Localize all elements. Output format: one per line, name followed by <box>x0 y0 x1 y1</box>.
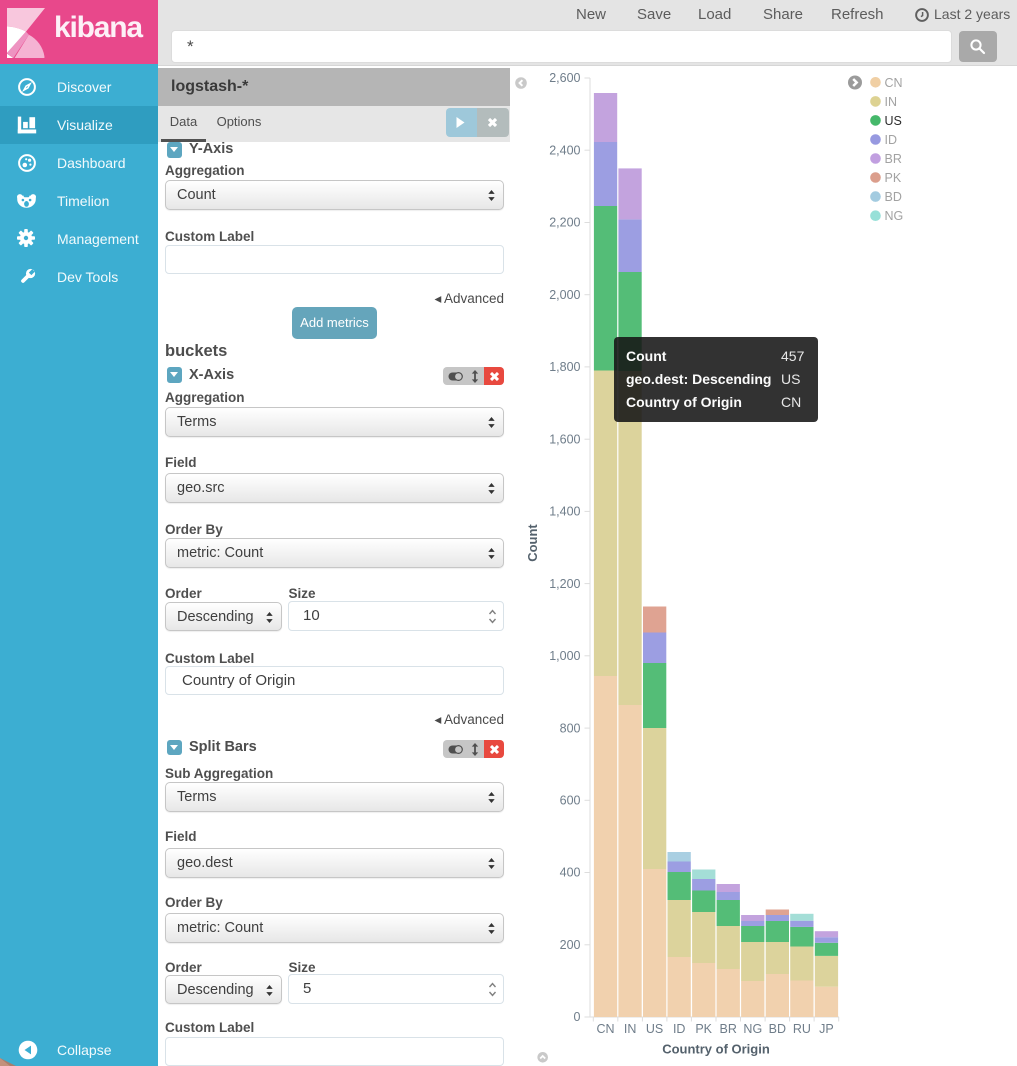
svg-text:2,400: 2,400 <box>549 143 580 157</box>
svg-text:800: 800 <box>560 721 581 735</box>
svg-text:1,800: 1,800 <box>549 360 580 374</box>
svg-text:1,000: 1,000 <box>549 649 580 663</box>
svg-text:400: 400 <box>560 866 581 880</box>
svg-text:600: 600 <box>560 794 581 808</box>
svg-text:IN: IN <box>624 1022 637 1036</box>
svg-text:2,600: 2,600 <box>549 71 580 85</box>
svg-text:BD: BD <box>769 1022 786 1036</box>
svg-text:IN: IN <box>885 95 898 109</box>
svg-text:PK: PK <box>885 171 902 185</box>
svg-text:US: US <box>885 114 902 128</box>
svg-text:BR: BR <box>885 152 902 166</box>
svg-text:200: 200 <box>560 938 581 952</box>
svg-text:ID: ID <box>673 1022 686 1036</box>
svg-text:BD: BD <box>885 190 902 204</box>
svg-text:1,200: 1,200 <box>549 577 580 591</box>
svg-text:NG: NG <box>885 209 904 223</box>
svg-text:1,400: 1,400 <box>549 505 580 519</box>
svg-text:PK: PK <box>695 1022 712 1036</box>
svg-text:CN: CN <box>596 1022 614 1036</box>
svg-text:Count: Count <box>525 524 540 562</box>
svg-text:0: 0 <box>574 1010 581 1024</box>
svg-text:Country of Origin: Country of Origin <box>662 1042 770 1057</box>
svg-text:RU: RU <box>793 1022 811 1036</box>
svg-text:CN: CN <box>885 76 903 90</box>
svg-text:NG: NG <box>743 1022 762 1036</box>
svg-text:BR: BR <box>720 1022 737 1036</box>
svg-text:1,600: 1,600 <box>549 432 580 446</box>
svg-text:US: US <box>646 1022 663 1036</box>
svg-text:JP: JP <box>819 1022 834 1036</box>
svg-text:2,200: 2,200 <box>549 216 580 230</box>
svg-text:ID: ID <box>885 133 898 147</box>
svg-text:2,000: 2,000 <box>549 288 580 302</box>
